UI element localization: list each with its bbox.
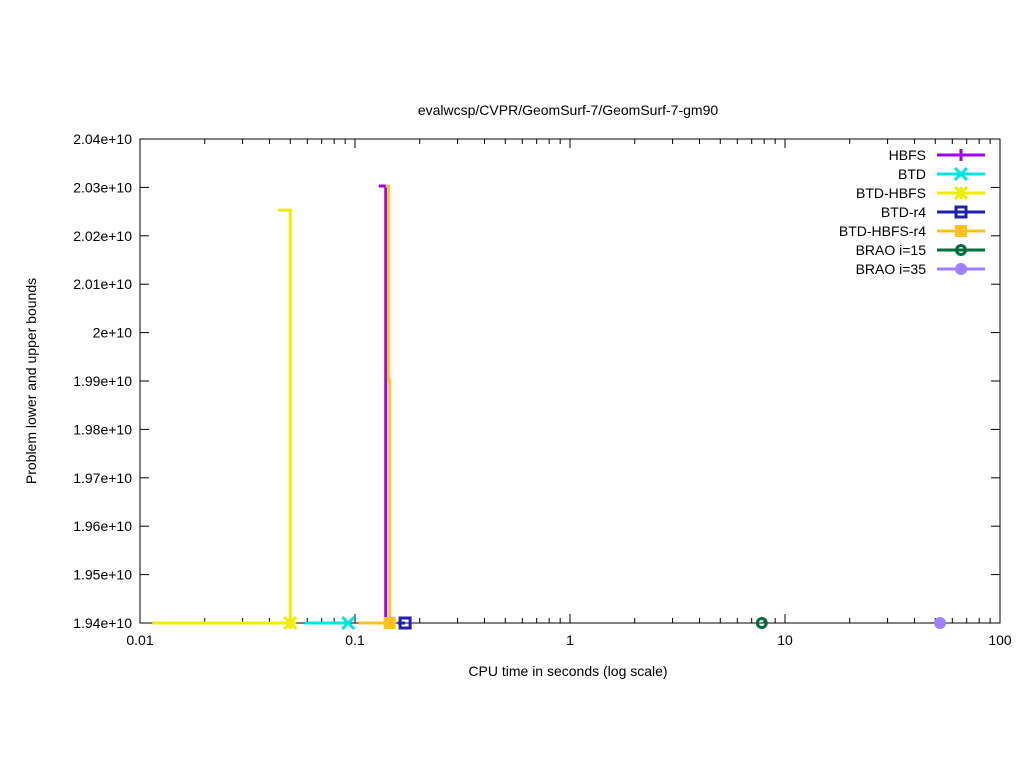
star-marker (283, 615, 298, 631)
series-btd-r4 (397, 616, 412, 630)
y-tick-label: 2.03e+10 (73, 179, 132, 195)
series-hbfs (378, 184, 388, 625)
y-tick-label: 1.94e+10 (73, 615, 132, 631)
x-tick-label: 1 (566, 632, 574, 648)
cross-marker (341, 615, 356, 631)
legend-label: BTD (898, 166, 926, 182)
open-circle-marker (955, 244, 967, 256)
x-axis-label: CPU time in seconds (log scale) (468, 663, 667, 679)
x-tick-label: 10 (777, 632, 793, 648)
upper-bound-line (385, 184, 392, 623)
star-marker (953, 185, 969, 201)
upper-bound-line (277, 208, 292, 623)
y-axis-label: Problem lower and upper bounds (23, 278, 39, 484)
filled-circle-marker (955, 263, 967, 275)
legend-label: BRAO i=15 (856, 242, 927, 258)
filled-circle-marker (934, 617, 947, 629)
open-square-marker (398, 616, 412, 630)
y-tick-label: 2.04e+10 (73, 131, 132, 147)
y-tick-label: 2.02e+10 (73, 228, 132, 244)
legend-label: BTD-HBFS (856, 185, 926, 201)
open-square-marker (954, 205, 968, 219)
upper-bound-line (378, 184, 388, 623)
plus-marker (955, 149, 967, 161)
chart-title: evalwcsp/CVPR/GeomSurf-7/GeomSurf-7-gm90 (418, 102, 719, 118)
cross-marker (953, 166, 969, 182)
series-btd-hbfs (152, 208, 298, 631)
legend: HBFS BTD BTD-HBFS BTD-r4 BTD-HBFS-r4 BRAO i=1… (839, 147, 985, 277)
filled-square-marker (955, 225, 967, 237)
y-tick-label: 2e+10 (93, 325, 133, 341)
series-btd-hbfs-r4 (358, 184, 396, 629)
y-tick-label: 1.99e+10 (73, 373, 132, 389)
legend-label: BRAO i=35 (856, 261, 927, 277)
legend-label: BTD-HBFS-r4 (839, 223, 926, 239)
y-tick-label: 1.97e+10 (73, 470, 132, 486)
series-brao-i-15 (755, 617, 768, 629)
legend-label: HBFS (889, 147, 926, 163)
y-tick-label: 2.01e+10 (73, 276, 132, 292)
y-tick-label: 1.95e+10 (73, 567, 132, 583)
y-tick-label: 1.98e+10 (73, 421, 132, 437)
filled-square-marker (383, 617, 396, 629)
legend-label: BTD-r4 (881, 204, 926, 220)
plot-frame (139, 138, 1001, 624)
open-circle-marker (755, 617, 768, 629)
series-brao-i-35 (934, 617, 947, 629)
y-tick-label: 1.96e+10 (73, 518, 132, 534)
x-tick-label: 0.1 (345, 632, 365, 648)
series-btd (304, 615, 356, 631)
x-tick-label: 100 (988, 632, 1012, 648)
x-tick-label: 0.01 (126, 632, 153, 648)
